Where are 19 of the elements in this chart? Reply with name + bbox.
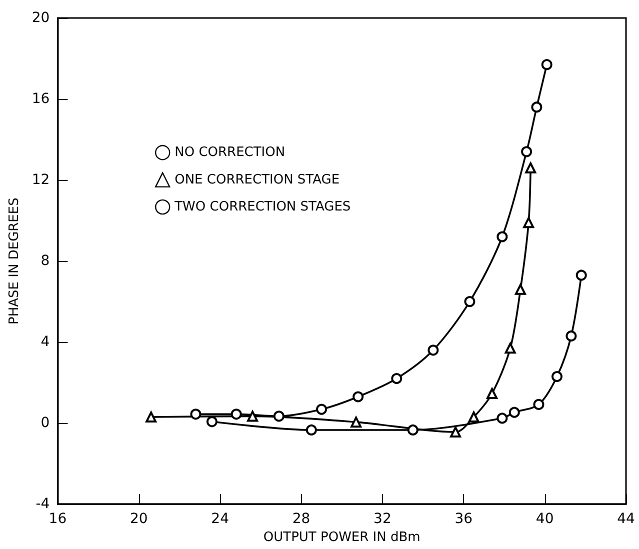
x-axis-title: OUTPUT POWER IN dBm bbox=[263, 530, 420, 545]
y-tick-label: 8 bbox=[40, 253, 50, 270]
y-tick-label: 12 bbox=[32, 172, 50, 188]
legend-label: NO CORRECTION bbox=[174, 145, 286, 160]
y-tick-label: 0 bbox=[40, 415, 50, 432]
x-tick-label: 36 bbox=[454, 511, 473, 528]
y-tick-label: 4 bbox=[40, 334, 50, 350]
y-axis-title: PHASE IN DEGREES bbox=[7, 198, 22, 324]
x-tick-label: 40 bbox=[536, 511, 554, 528]
y-tick-label: 20 bbox=[32, 10, 50, 26]
y-tick-label: -4 bbox=[36, 496, 50, 512]
x-tick-label: 32 bbox=[374, 511, 392, 528]
legend-label: ONE CORRECTION STAGE bbox=[174, 172, 340, 188]
legend-label: TWO CORRECTION STAGES bbox=[174, 200, 351, 214]
x-tick-label: 20 bbox=[130, 511, 148, 528]
x-tick-label: 24 bbox=[211, 511, 230, 528]
y-tick-label: 16 bbox=[32, 91, 50, 108]
x-tick-label: 44 bbox=[617, 511, 635, 528]
x-tick-label: 28 bbox=[292, 511, 310, 528]
